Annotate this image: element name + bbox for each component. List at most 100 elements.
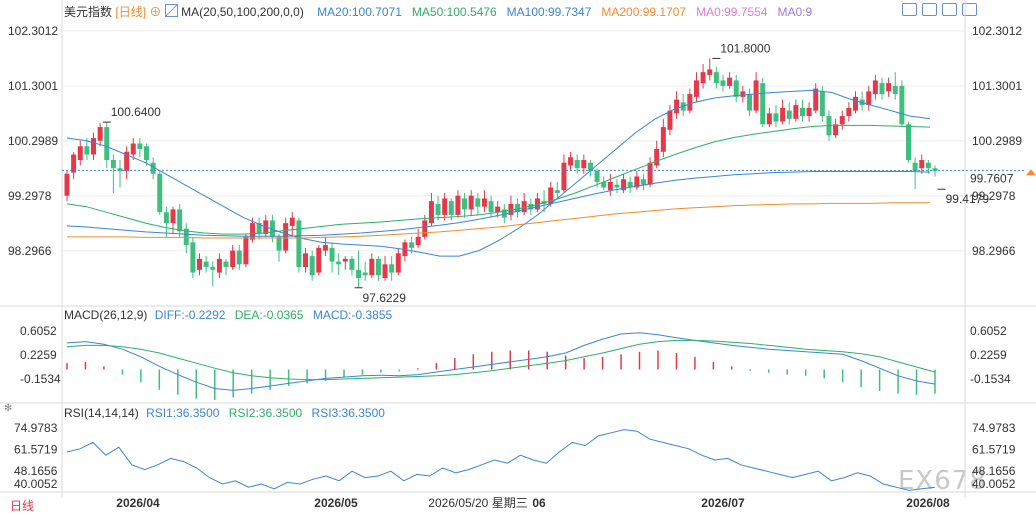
candle-body	[210, 267, 216, 270]
ma-indicator-icon[interactable]	[164, 4, 178, 17]
ma-value-5: MA0:9	[777, 5, 813, 19]
candle-body	[110, 160, 116, 169]
price-tick-left-2: 100.2989	[8, 134, 58, 148]
candle-body	[839, 116, 845, 125]
candle-body	[786, 110, 792, 119]
candle-body	[886, 83, 892, 92]
crosshair-date: 2026/05/20 星期三	[428, 496, 527, 510]
candle-body	[912, 162, 918, 171]
zoom-out-icon[interactable]	[922, 3, 937, 16]
candle-body	[727, 77, 733, 86]
candle-body	[157, 173, 163, 213]
annotation-high-2: 101.8000	[720, 41, 770, 55]
zoom-in-icon[interactable]	[902, 3, 917, 16]
candle-body	[687, 94, 693, 111]
annotation-low-3: 99.4179	[946, 192, 990, 206]
candle-body	[760, 83, 766, 125]
candle-body	[475, 198, 481, 207]
candle-body	[561, 162, 567, 191]
candle-body	[356, 269, 362, 279]
macd-tick-left-0: 0.6052	[20, 324, 57, 338]
annotation-low-1: 97.6229	[363, 291, 407, 305]
candle-body	[303, 253, 309, 268]
candle-body	[448, 201, 454, 215]
macd-label: MACD(26,12,9)	[64, 308, 148, 322]
period-label[interactable]: [日线]	[115, 5, 147, 19]
macd-diff-line	[66, 332, 936, 391]
candle-body	[77, 146, 83, 160]
rsi3-value: RSI3:36.3500	[311, 406, 385, 420]
candle-body	[746, 94, 752, 111]
macd-tick-right-0: 0.6052	[970, 324, 1007, 338]
ma-value-0: MA20:100.7071	[317, 5, 402, 19]
time-tick-1: 2026/05	[314, 496, 358, 510]
candle-body	[693, 80, 699, 97]
candle-body	[713, 72, 719, 84]
time-tick-4: 2026/08	[906, 496, 950, 510]
macd-tick-right-2: -0.1534	[970, 372, 1011, 386]
price-up-arrow-icon	[1026, 169, 1036, 176]
candle-body	[428, 201, 434, 224]
candle-body	[667, 110, 673, 130]
candle-body	[137, 143, 143, 150]
candle-body	[587, 162, 593, 171]
move-left-icon[interactable]	[942, 3, 957, 16]
time-tick-0: 2026/04	[116, 496, 160, 510]
rsi-tick-left-1: 61.5719	[14, 442, 58, 456]
watermark: EX678	[898, 466, 987, 496]
candle-body	[515, 203, 521, 213]
candle-body	[64, 173, 70, 196]
candle-body	[488, 201, 494, 213]
ma-line-ma50	[66, 124, 931, 235]
candle-body	[707, 69, 713, 75]
candle-body	[601, 181, 607, 188]
candle-body	[296, 220, 302, 268]
candle-body	[144, 146, 150, 160]
candle-body	[409, 242, 415, 248]
settings-icon[interactable]: ⊕	[149, 5, 162, 19]
rsi-tick-right-2: 48.1656	[972, 464, 1016, 478]
candle-body	[733, 80, 739, 97]
candle-body	[753, 80, 759, 111]
candle-body	[124, 151, 130, 171]
ma-value-2: MA100:99.7347	[506, 5, 592, 19]
candle-body	[197, 258, 203, 270]
candle-body	[223, 261, 229, 268]
candle-body	[852, 96, 858, 111]
price-tick-right-3: 99.2978	[972, 189, 1016, 203]
candle-body	[866, 91, 872, 106]
candle-body	[269, 220, 275, 237]
move-right-icon[interactable]	[962, 3, 977, 16]
candle-body	[501, 209, 507, 218]
candle-body	[375, 258, 381, 276]
candle-body	[415, 236, 421, 246]
candle-body	[892, 85, 898, 95]
candle-body	[117, 168, 123, 171]
candle-body	[799, 107, 805, 117]
price-tick-left-4: 98.2966	[8, 244, 52, 258]
candle-body	[621, 179, 627, 191]
candle-body	[309, 256, 315, 276]
candle-body	[833, 124, 839, 136]
candle-body	[872, 80, 878, 95]
candle-body	[846, 107, 852, 117]
candle-body	[442, 198, 448, 215]
candle-body	[422, 220, 428, 237]
pin-icon[interactable]: ✻	[4, 403, 13, 414]
candle-body	[316, 247, 322, 273]
candle-body	[190, 242, 196, 273]
candle-body	[548, 187, 554, 204]
candle-body	[879, 83, 885, 95]
macd-dea: DEA:-0.0365	[234, 308, 304, 322]
macd-dea-line	[66, 339, 936, 381]
candle-body	[91, 138, 97, 155]
candle-body	[104, 127, 110, 160]
rsi-tick-left-2: 48.1656	[14, 464, 58, 478]
candle-body	[793, 105, 799, 119]
candle-body	[925, 162, 931, 169]
candle-body	[932, 168, 938, 171]
period-button[interactable]: 日线	[10, 499, 35, 513]
ma-value-4: MA0:99.7554	[696, 5, 768, 19]
candle-body	[899, 85, 905, 125]
